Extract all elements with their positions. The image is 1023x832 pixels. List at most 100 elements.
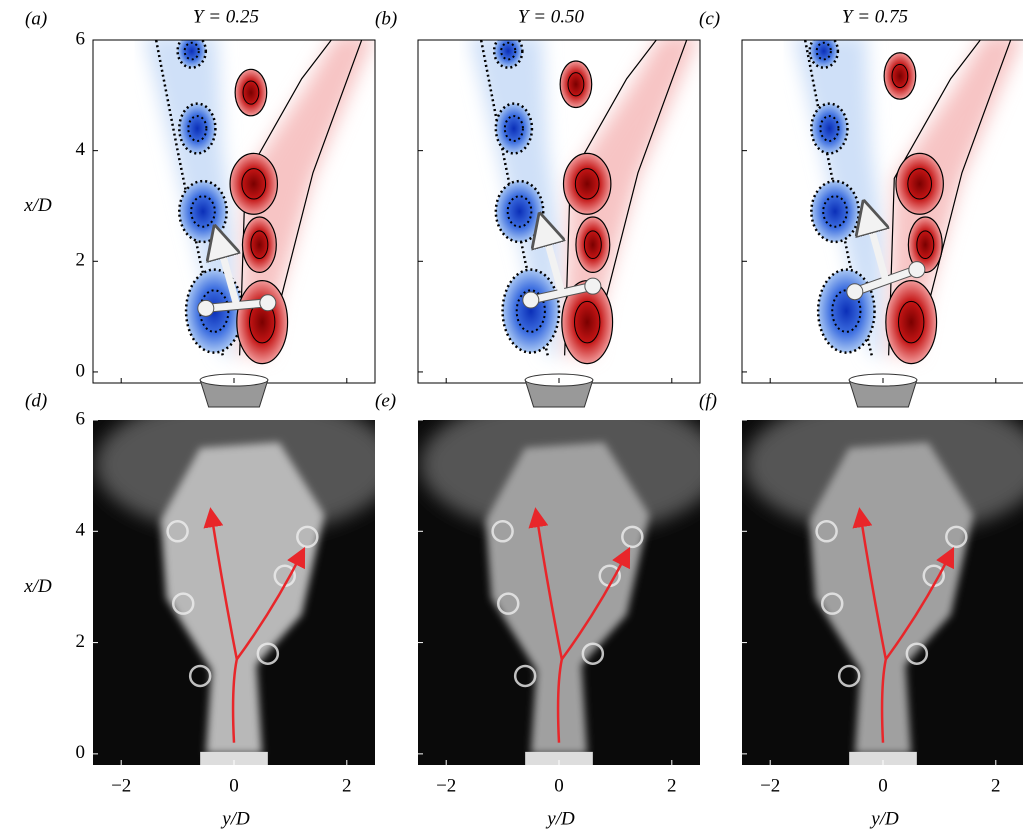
propagation-arrow [220, 245, 237, 307]
negative-vortex [492, 40, 524, 69]
vortex-roll [513, 664, 537, 688]
vortex-roll [621, 525, 644, 549]
negative-vortex [810, 102, 849, 155]
vortex-roll [820, 592, 844, 615]
negative-vortex [501, 268, 561, 354]
x-tick-label: 0 [878, 775, 888, 796]
panel-title: Y = 0.25 [193, 6, 259, 27]
y-tick-label: 6 [76, 408, 86, 429]
negative-vortex [816, 268, 876, 354]
vorticity-field [418, 40, 700, 383]
vortex-centre [259, 294, 277, 312]
y-tick-label: 2 [76, 250, 86, 271]
negative-vortex [808, 40, 840, 69]
inner-contour [190, 195, 216, 228]
panel-label: (d) [25, 390, 47, 411]
x-tick-label: 2 [667, 775, 677, 796]
vortex-roll [496, 592, 520, 615]
vortex-centre [197, 299, 215, 317]
smoke-plume [485, 442, 650, 754]
x-axis-label: y/D [869, 808, 899, 829]
negative-vortex [176, 40, 208, 69]
inner-contour [916, 230, 935, 260]
negative-vortex [810, 179, 860, 244]
y-tick-label: 6 [76, 28, 86, 49]
trajectory-arrow [884, 546, 955, 661]
positive-vortex [559, 60, 593, 109]
inner-contour [242, 80, 260, 105]
inner-contour [891, 63, 909, 89]
negative-vortex [178, 102, 217, 155]
flow-image [93, 420, 375, 765]
smoke-plume [160, 442, 325, 754]
positive-vortex [236, 280, 289, 365]
smoke-plume [809, 442, 974, 754]
positive-vortex [234, 68, 268, 117]
inner-contour [500, 41, 517, 61]
vortex-centre [522, 291, 540, 309]
y-tick-label: 2 [76, 631, 86, 652]
y-axis-label: x/D [23, 195, 52, 216]
inner-contour [187, 115, 208, 142]
vortex-roll [945, 525, 968, 549]
propagation-arrow [869, 220, 886, 282]
vortex-centre [846, 283, 864, 301]
inner-contour [503, 115, 524, 142]
positive-vortex [575, 216, 611, 273]
trajectory-arrow [852, 507, 888, 743]
x-tick-label: −2 [111, 775, 131, 796]
x-tick-label: 2 [991, 775, 1001, 796]
inner-contour [574, 300, 601, 344]
vortex-roll [256, 642, 280, 665]
red-contour [239, 40, 333, 356]
panel-label: (f) [699, 390, 717, 411]
vortex-roll [171, 592, 195, 615]
vortex-roll [905, 642, 929, 665]
x-tick-label: 2 [342, 775, 352, 796]
positive-vortex [229, 152, 279, 215]
panel-title: Y = 0.50 [518, 6, 585, 27]
nozzle [524, 373, 594, 408]
flow-image [742, 420, 1023, 765]
red-contour [564, 40, 658, 356]
x-tick-label: 0 [229, 775, 239, 796]
x-tick-label: 0 [554, 775, 564, 796]
vortex-roll [837, 664, 861, 688]
y-axis-label: x/D [23, 576, 52, 597]
vortex-centre [908, 261, 926, 279]
trajectory-arrow [203, 507, 239, 743]
vortex-roll [581, 642, 605, 665]
inner-contour [241, 168, 267, 200]
positive-vortex [562, 152, 612, 215]
panel-label: (e) [375, 390, 396, 411]
inner-contour [250, 230, 269, 260]
positive-vortex [895, 152, 944, 215]
inner-contour [815, 41, 832, 61]
vortex-roll [188, 664, 212, 688]
inner-contour [831, 289, 862, 333]
vorticity-field [742, 40, 1023, 383]
inner-contour [583, 230, 602, 260]
inner-contour [907, 168, 933, 200]
trajectory-arrow [235, 546, 306, 661]
y-tick-label: 0 [76, 360, 86, 381]
x-tick-label: −2 [436, 775, 456, 796]
inner-contour [898, 300, 925, 344]
inner-contour [574, 168, 600, 200]
nozzle [199, 373, 269, 408]
panel-title: Y = 0.75 [842, 6, 908, 27]
positive-vortex [907, 216, 943, 273]
inner-contour [819, 115, 840, 142]
y-tick-label: 4 [76, 139, 86, 160]
negative-vortex [178, 179, 228, 244]
inner-contour [183, 41, 200, 61]
nozzle-exit [200, 751, 268, 765]
positive-vortex [885, 280, 938, 365]
vortex-centre [584, 277, 602, 295]
trajectory-arrow [560, 546, 631, 661]
x-axis-label: y/D [545, 808, 575, 829]
panel-label: (c) [699, 8, 720, 29]
negative-vortex [494, 179, 545, 244]
y-tick-label: 0 [76, 742, 86, 763]
